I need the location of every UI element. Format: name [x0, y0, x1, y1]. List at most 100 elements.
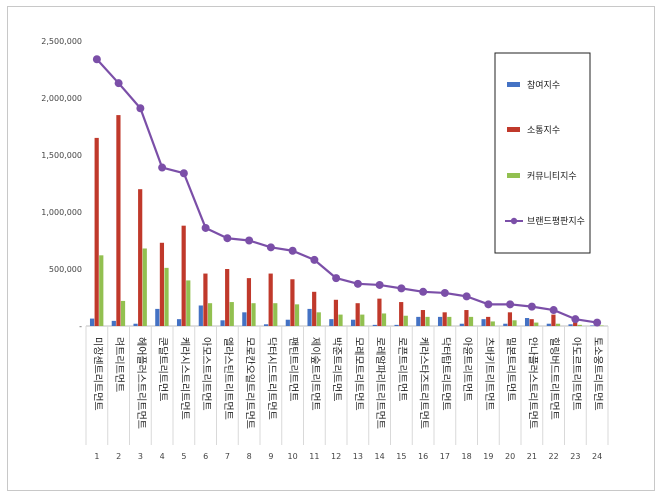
bar-3	[381, 313, 387, 326]
category-label: 모로칸오일트리트먼트	[244, 337, 256, 429]
bar-1	[285, 319, 290, 326]
category-label: 케라스타즈트리트먼트	[418, 337, 430, 429]
bar-1	[546, 323, 551, 326]
category-index: 18	[462, 452, 472, 461]
bar-1	[198, 305, 203, 326]
y-tick-label: -	[79, 322, 82, 331]
bar-3	[468, 316, 474, 326]
legend-label: 브랜드평판지수	[527, 216, 585, 227]
line-point	[462, 292, 471, 301]
category-label: 미장센트리트먼트	[91, 337, 103, 411]
category-label: 아윤트리트먼트	[461, 337, 473, 401]
bar-3	[294, 304, 300, 326]
category-label: 안나플러스트리트먼트	[526, 337, 538, 429]
category-label: 엘라스틴트리트먼트	[222, 337, 235, 420]
bar-1	[372, 324, 377, 326]
bar-1	[568, 324, 573, 326]
bar-2	[399, 302, 404, 326]
bar-3	[207, 303, 213, 326]
bar-2	[116, 115, 121, 326]
line-point	[440, 288, 449, 297]
bar-1	[459, 323, 464, 326]
y-tick-label: 1,000,000	[41, 208, 82, 217]
category-index: 19	[483, 452, 493, 461]
bar-2	[94, 137, 99, 326]
legend-label: 참여지수	[527, 79, 560, 91]
bar-2	[268, 273, 273, 326]
category-index: 2	[116, 452, 121, 461]
bar-3	[251, 303, 256, 326]
bar-1	[481, 319, 486, 326]
line-point	[397, 284, 406, 293]
category-index: 21	[527, 452, 537, 461]
line-point	[484, 300, 493, 309]
line-point	[571, 315, 580, 324]
bar-1	[263, 324, 269, 326]
category-index: 8	[247, 452, 252, 461]
bar-1	[307, 308, 312, 326]
bar-3	[229, 302, 234, 326]
line-point	[223, 234, 232, 243]
bar-3	[142, 248, 147, 326]
bar-2	[529, 319, 534, 326]
category-index: 13	[353, 452, 363, 461]
bar-3	[164, 267, 169, 326]
bar-1	[242, 312, 247, 326]
bar-1	[133, 323, 138, 326]
line-point	[245, 236, 254, 245]
bar-3	[99, 255, 104, 326]
category-label: 제이숲트리트먼트	[309, 337, 321, 411]
bar-1	[394, 324, 399, 326]
bar-3	[120, 300, 126, 326]
bar-3	[490, 321, 495, 326]
category-labels: 미장센트리트먼트 1 려트리트먼트 2 헤어플러스트리트먼트 3 쿤달트리트먼트 4 케라시스트…	[91, 337, 603, 461]
legend-marker	[510, 217, 518, 225]
category-label: 밀본트리트먼트	[505, 337, 517, 401]
category-label: 로픈트리트먼트	[396, 337, 408, 401]
bar-1	[329, 319, 334, 326]
category-label: 토소웅트리트먼트	[592, 337, 604, 411]
bar-2	[181, 225, 186, 326]
y-tick-label: 1,500,000	[41, 151, 82, 160]
brand-reputation-chart: - 500,000 1,000,000 1,500,000 2,000,000 2,500…	[41, 37, 609, 461]
category-label: 닥터시드트리트먼트	[265, 337, 277, 420]
bar-3	[316, 312, 321, 326]
line-series	[92, 55, 602, 327]
category-index: 10	[288, 452, 298, 461]
bar-3	[360, 314, 365, 326]
category-label: 모레모트리트먼트	[352, 337, 364, 411]
category-label: 힐링버드트리트먼트	[548, 337, 561, 420]
category-label: 헤어플러스트리트먼트	[135, 337, 147, 429]
category-index: 9	[268, 452, 273, 461]
bar-2	[377, 298, 382, 326]
line-point	[332, 274, 341, 283]
line-point	[92, 55, 101, 64]
line-point	[527, 302, 536, 311]
category-label: 케라시스트리트먼트	[178, 337, 190, 420]
category-label: 팬틴트리트먼트	[287, 337, 299, 401]
category-index: 15	[396, 452, 406, 461]
category-label: 박준트리트먼트	[331, 337, 343, 401]
bar-1	[89, 318, 95, 326]
category-index: 14	[375, 452, 385, 461]
line-point	[419, 287, 428, 296]
bar-2	[355, 303, 360, 326]
bar-2	[464, 310, 469, 326]
line-point	[266, 243, 275, 252]
bar-2	[312, 291, 317, 326]
bar-1	[111, 320, 116, 326]
legend-swatch	[507, 173, 520, 178]
category-label: 아도르트리트먼트	[570, 337, 582, 411]
y-tick-label: 500,000	[49, 265, 82, 274]
bar-2	[420, 310, 426, 326]
category-index: 4	[160, 452, 165, 461]
category-label: 쿤달트리트먼트	[157, 337, 169, 401]
category-index: 3	[138, 452, 143, 461]
bar-3	[403, 315, 408, 326]
bar-2	[225, 269, 230, 326]
bars	[89, 115, 604, 326]
category-index: 17	[440, 452, 450, 461]
bar-1	[503, 323, 508, 326]
category-label: 려트리트먼트	[113, 337, 125, 392]
line-point	[201, 223, 210, 232]
